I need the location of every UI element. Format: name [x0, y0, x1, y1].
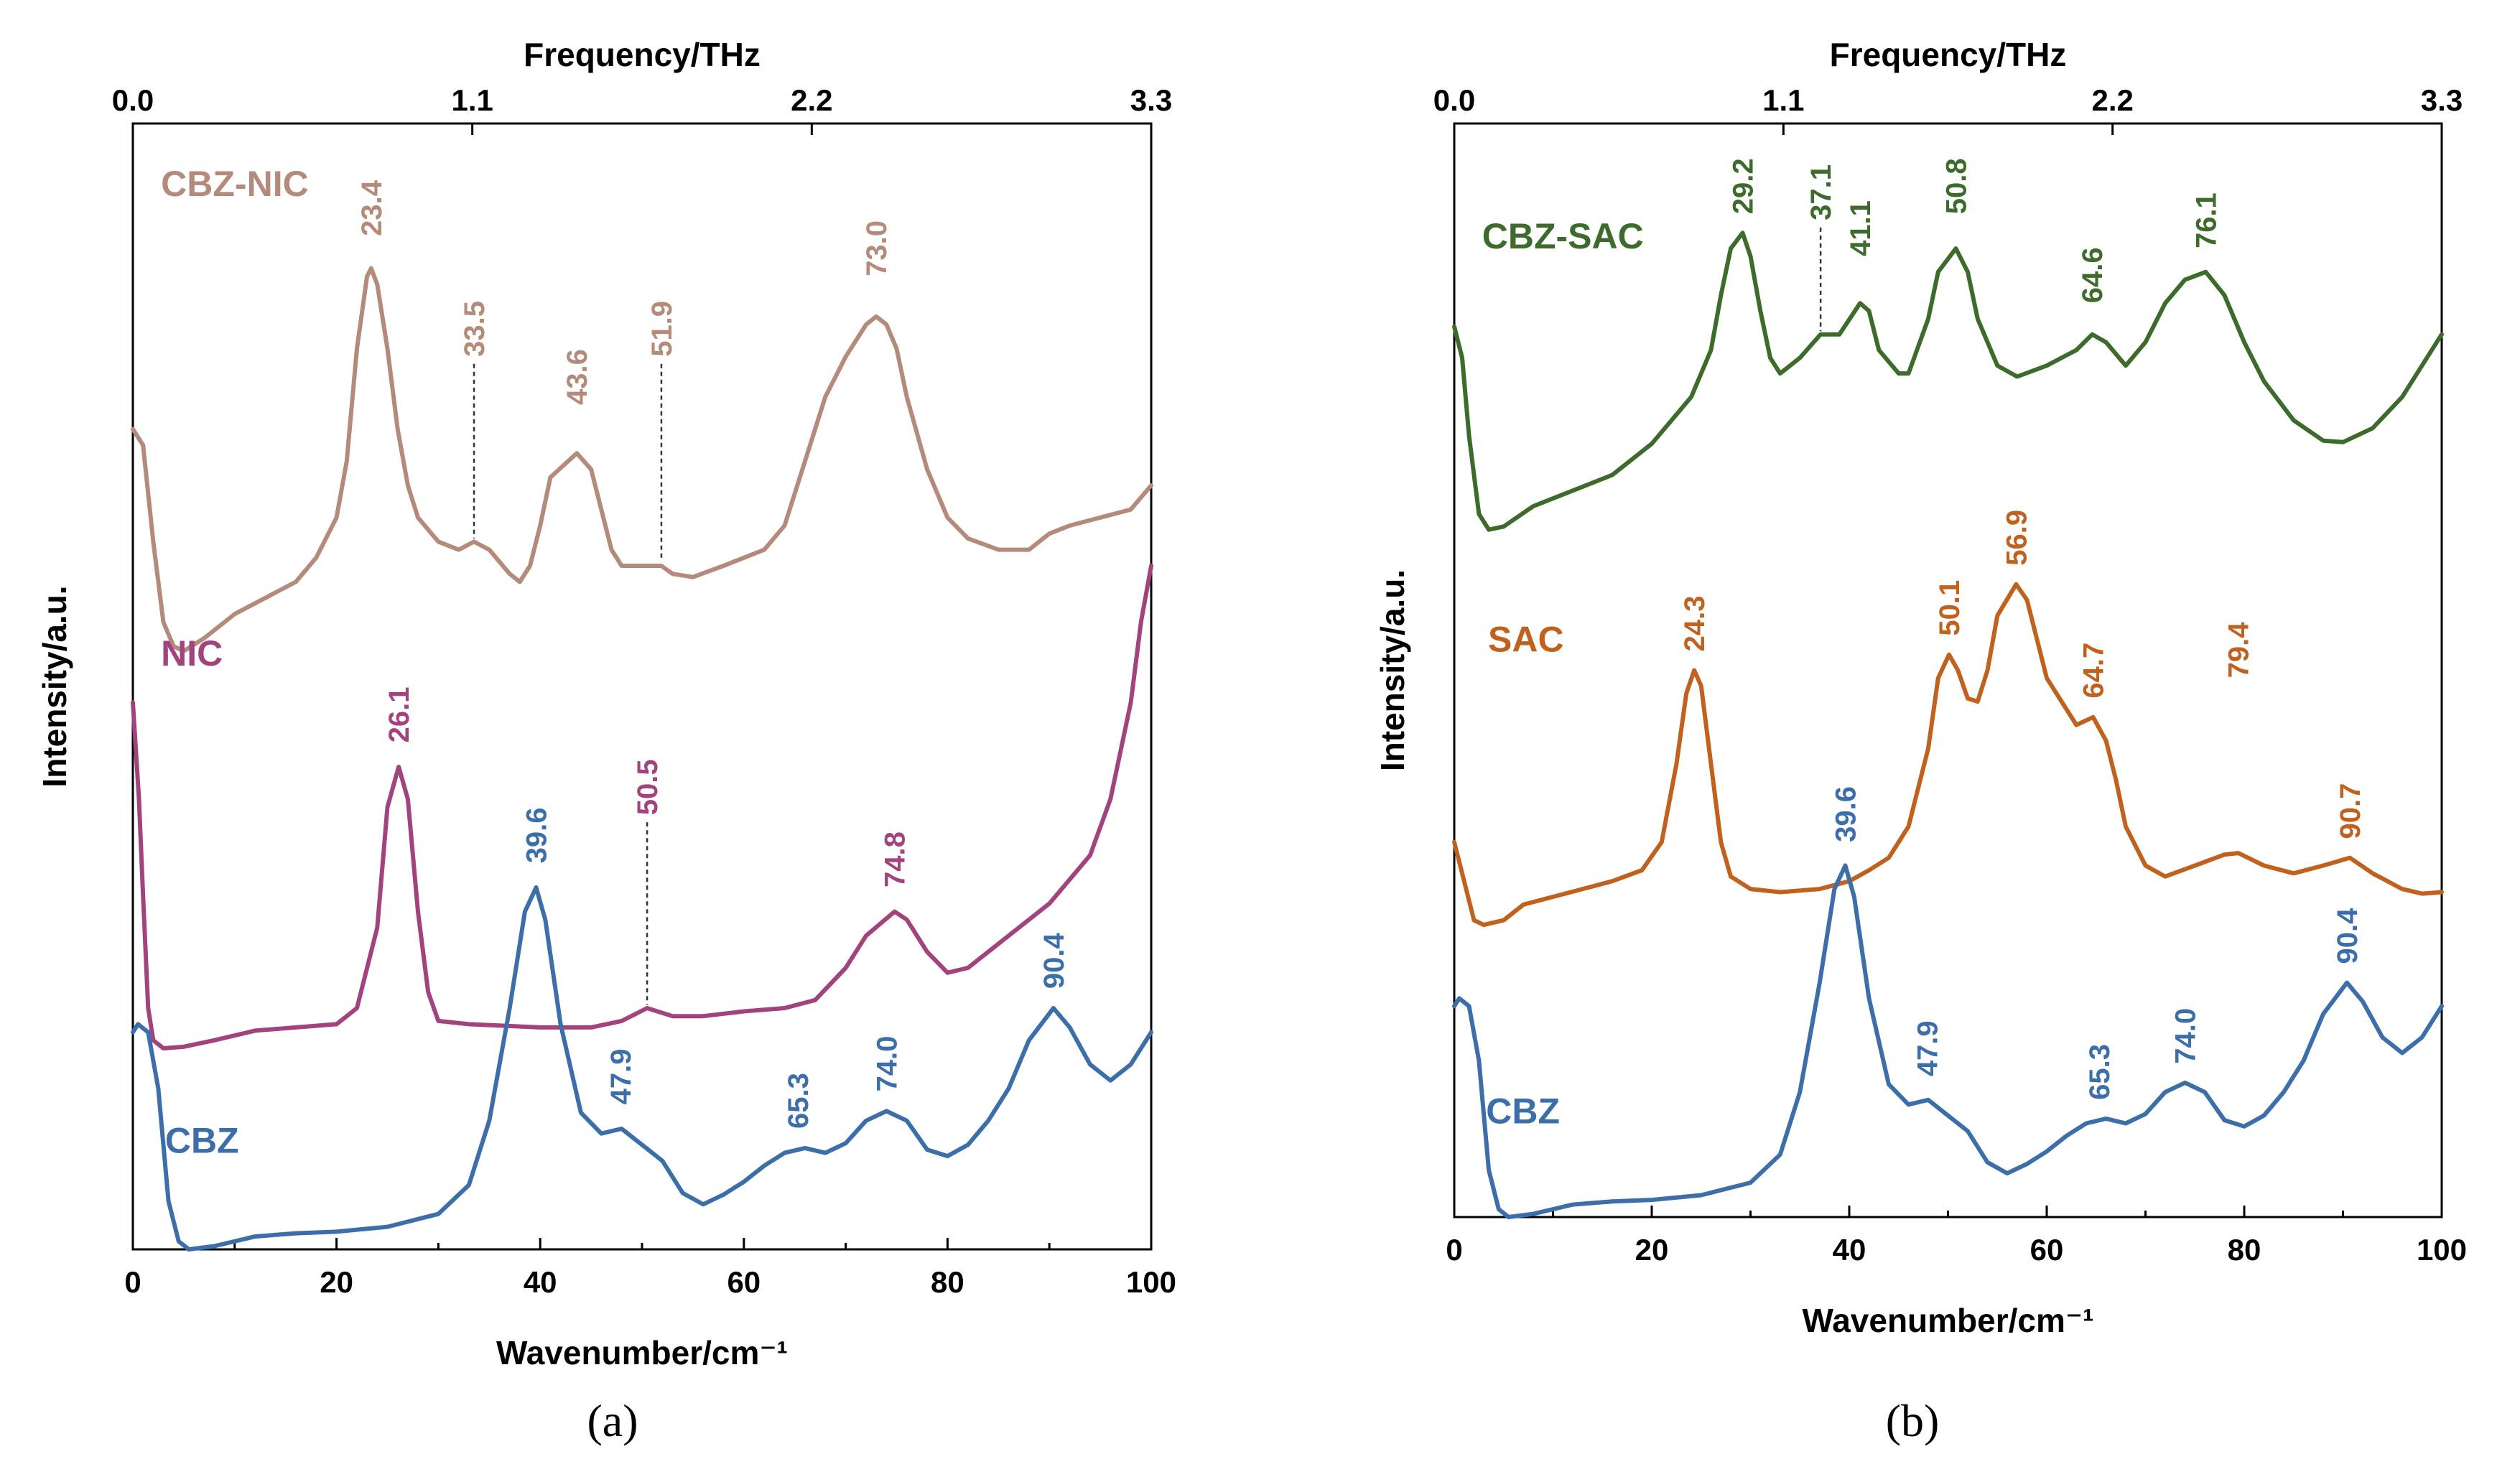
peak-label: 23.4	[356, 180, 388, 236]
peak-label: 74.0	[871, 1036, 903, 1092]
bottom-tick-label: 20	[320, 1265, 353, 1299]
series-sac: SAC 24.3 50.1 56.9 64.7 79.4 90.7	[1452, 510, 2444, 928]
series-cbz: CBZ 39.6 47.9 65.3 74.0 90.4	[1452, 786, 2444, 1219]
series-label: NIC	[161, 633, 223, 674]
series-label: CBZ-NIC	[161, 164, 309, 204]
top-tick-label: 3.3	[1130, 83, 1172, 117]
peak-label: 65.3	[2084, 1044, 2116, 1100]
top-axis-title: Frequency/THz	[1830, 36, 2067, 73]
peak-label: 43.6	[562, 349, 593, 405]
plot-frame	[131, 122, 1153, 1251]
top-tick-label: 1.1	[1762, 83, 1804, 117]
peak-label: 50.8	[1941, 158, 1973, 214]
series-cbz-nic: CBZ-NIC 23.4 33.5 43.6 51.9 73.0	[131, 164, 1153, 653]
x-axis-title: Wavenumber/cm⁻¹	[1802, 1302, 2093, 1339]
peak-label: 64.6	[2077, 247, 2108, 303]
peak-label: 47.9	[605, 1049, 637, 1105]
bottom-tick-label: 60	[727, 1265, 761, 1299]
peak-label: 33.5	[459, 301, 490, 357]
top-axis-title: Frequency/THz	[524, 36, 761, 73]
peak-label: 74.8	[880, 831, 911, 887]
bottom-tick-label: 0	[1446, 1233, 1462, 1267]
peak-label: 50.1	[1934, 580, 1966, 636]
series-label: CBZ	[1486, 1091, 1560, 1131]
peak-label: 39.6	[1831, 786, 1862, 842]
series-label: CBZ	[165, 1121, 239, 1161]
top-tick-label: 1.1	[451, 83, 493, 117]
peak-label: 24.3	[1679, 596, 1711, 652]
bottom-tick-label: 80	[931, 1265, 964, 1299]
bottom-tick-label: 100	[2417, 1233, 2467, 1267]
peak-label: 90.7	[2335, 783, 2366, 839]
bottom-tick-label: 100	[1126, 1265, 1176, 1299]
series-line	[1452, 230, 2444, 532]
peak-label: 26.1	[383, 687, 415, 743]
x-axis-title: Wavenumber/cm⁻¹	[496, 1334, 788, 1371]
series-cbz-sac: CBZ-SAC 29.2 37.141.1 50.8 64.6 76.1	[1452, 158, 2444, 532]
peak-label: 39.6	[521, 808, 553, 864]
peak-label: 76.1	[2190, 192, 2222, 248]
series-nic: NIC 26.1 50.5 74.8	[131, 564, 1153, 1050]
series-line	[1452, 863, 2444, 1219]
peak-label: 50.5	[632, 759, 664, 815]
plot-frame	[1453, 122, 2443, 1218]
peak-label: 79.4	[2223, 622, 2255, 679]
series-line	[1452, 582, 2444, 928]
panel-label: (a)	[587, 1395, 638, 1446]
peak-label: 73.0	[861, 220, 893, 276]
top-tick-label: 0.0	[112, 83, 154, 117]
bottom-tick-label: 20	[1635, 1233, 1669, 1267]
bottom-tick-label: 60	[2030, 1233, 2064, 1267]
panel-a: 0 20 40 60 80 100 0.0 1.1 2.2 3.3 Wavenumber/cm⁻¹ F…	[36, 36, 1176, 1446]
peak-label: 65.3	[783, 1073, 814, 1129]
top-tick-label: 3.3	[2421, 83, 2463, 117]
peak-label: 41.1	[1845, 200, 1877, 256]
peak-label: 56.9	[2001, 510, 2032, 566]
top-tick-label: 2.2	[791, 83, 832, 117]
bottom-tick-label: 80	[2228, 1233, 2261, 1267]
peak-label: 51.9	[646, 301, 678, 357]
peak-label: 64.7	[2078, 643, 2110, 699]
panel-b: 0 20 40 60 80 100 0.0 1.1 2.2 3.3 Wavenumber/cm⁻¹ F…	[1374, 36, 2467, 1446]
series-line	[131, 885, 1153, 1252]
peak-label: 47.9	[1912, 1020, 1944, 1076]
y-axis-title: Intensity/a.u.	[1374, 569, 1411, 771]
y-axis-title: Intensity/a.u.	[36, 585, 73, 787]
bottom-tick-label: 40	[524, 1265, 557, 1299]
panel-label: (b)	[1886, 1395, 1940, 1446]
top-tick-label: 0.0	[1433, 83, 1475, 117]
peak-label: 29.2	[1728, 158, 1759, 214]
top-tick-label: 2.2	[2091, 83, 2133, 117]
series-label: SAC	[1488, 619, 1564, 659]
series-line	[131, 564, 1153, 1050]
peak-label: 90.4	[2332, 908, 2363, 964]
peak-label: 74.0	[2170, 1008, 2202, 1064]
series-label: CBZ-SAC	[1482, 216, 1644, 256]
bottom-tick-label: 0	[124, 1265, 141, 1299]
bottom-tick-label: 40	[1833, 1233, 1866, 1267]
series-line	[131, 266, 1153, 653]
peak-label: 90.4	[1038, 933, 1070, 989]
series-cbz: CBZ 39.6 47.9 65.3 74.0 90.4	[131, 808, 1153, 1252]
peak-label: 37.1	[1805, 164, 1837, 220]
